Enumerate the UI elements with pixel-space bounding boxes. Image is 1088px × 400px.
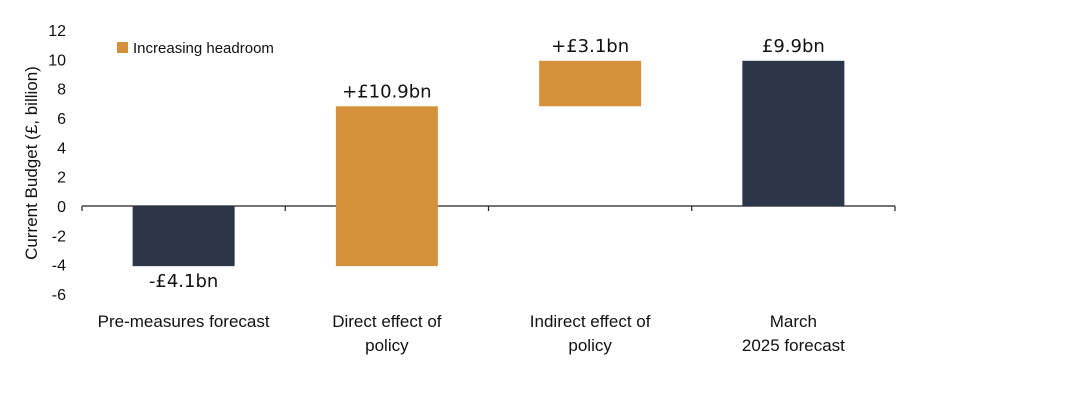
y-tick-label: -4 <box>52 258 66 275</box>
category-label: Pre-measures forecast <box>98 312 270 331</box>
legend: Increasing headroom <box>117 40 274 57</box>
category-label: March <box>770 312 817 331</box>
category-label: 2025 forecast <box>742 336 845 355</box>
y-tick-label: 4 <box>57 140 66 157</box>
y-tick-label: 10 <box>48 52 66 69</box>
bar-increase <box>335 106 438 267</box>
bar-layer <box>132 60 845 267</box>
y-tick-label: -6 <box>52 287 66 304</box>
y-tick-label: 12 <box>48 23 66 40</box>
data-label: +£3.1bn <box>551 36 629 57</box>
category-label: Direct effect of <box>332 312 442 331</box>
bar-total <box>132 206 235 267</box>
category-label: policy <box>568 336 612 355</box>
y-tick-label: -2 <box>52 228 66 245</box>
y-tick-label: 2 <box>57 170 66 187</box>
data-label-layer: -£4.1bn +£10.9bn +£3.1bn £9.9bn <box>149 36 825 292</box>
y-tick-label: 8 <box>57 82 66 99</box>
y-axis-title: Current Budget (£, billion) <box>22 66 41 260</box>
data-label: +£10.9bn <box>342 81 431 102</box>
bar-total <box>742 60 845 206</box>
y-tick-label: 6 <box>57 111 66 128</box>
category-label: policy <box>365 336 409 355</box>
bar-increase <box>539 60 642 107</box>
data-label: £9.9bn <box>762 36 825 57</box>
data-label: -£4.1bn <box>149 271 218 292</box>
y-tick-label: 0 <box>57 199 66 216</box>
legend-label-increasing-headroom: Increasing headroom <box>133 40 274 57</box>
category-label-layer: Pre-measures forecast Direct effect of pol… <box>98 312 846 355</box>
category-label: Indirect effect of <box>530 312 651 331</box>
legend-swatch-increasing-headroom <box>117 42 128 53</box>
